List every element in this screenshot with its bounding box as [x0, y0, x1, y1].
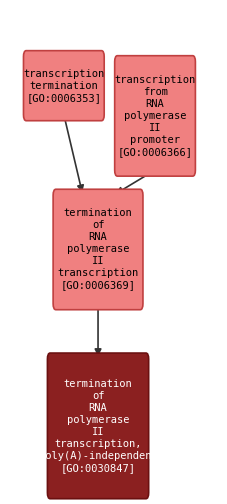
FancyBboxPatch shape — [53, 189, 142, 309]
FancyBboxPatch shape — [47, 353, 148, 499]
FancyBboxPatch shape — [114, 56, 195, 176]
FancyBboxPatch shape — [23, 51, 104, 121]
Text: termination
of
RNA
polymerase
II
transcription
[GO:0006369]: termination of RNA polymerase II transcr… — [57, 209, 138, 290]
Text: termination
of
RNA
polymerase
II
transcription,
poly(A)-independent
[GO:0030847]: termination of RNA polymerase II transcr… — [39, 379, 157, 473]
Text: transcription
from
RNA
polymerase
II
promoter
[GO:0006366]: transcription from RNA polymerase II pro… — [114, 75, 195, 157]
Text: transcription
termination
[GO:0006353]: transcription termination [GO:0006353] — [23, 69, 104, 103]
